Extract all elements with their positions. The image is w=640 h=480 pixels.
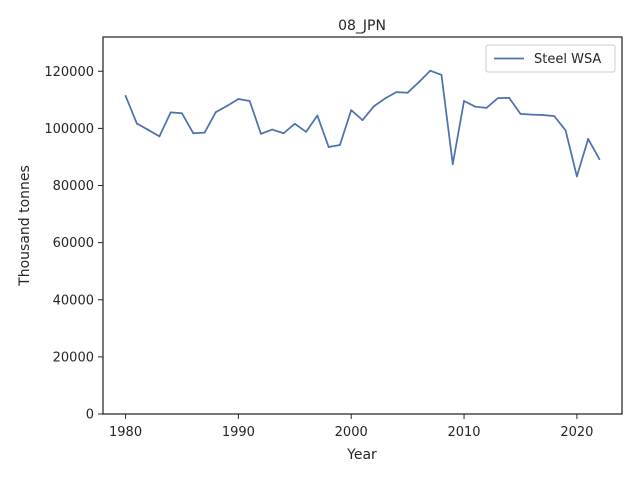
x-tick-label: 2020	[560, 425, 593, 440]
y-tick-label: 100000	[44, 122, 94, 137]
data-point	[372, 105, 375, 108]
chart-title: 08_JPN	[338, 18, 386, 34]
data-point	[158, 135, 161, 138]
data-point	[271, 128, 274, 131]
data-point	[316, 114, 319, 117]
data-point	[575, 175, 578, 178]
data-point	[451, 163, 454, 165]
data-point	[339, 144, 341, 146]
x-tick-label: 1990	[222, 425, 255, 440]
series-line-0	[124, 69, 601, 178]
data-point	[474, 105, 477, 108]
data-point	[293, 122, 296, 125]
data-point	[418, 81, 420, 84]
y-axis: 0 20000 40000 60000 80000 100000 120000	[44, 65, 103, 423]
data-point	[203, 131, 206, 134]
x-tick-label: 1980	[109, 425, 142, 440]
y-tick-label: 60000	[53, 236, 94, 251]
data-point	[395, 91, 398, 94]
legend-box	[485, 44, 616, 73]
y-tick-label: 20000	[53, 350, 94, 365]
legend: Steel WSA	[485, 44, 616, 73]
data-point	[463, 100, 465, 102]
data-point	[260, 132, 262, 135]
data-point	[248, 100, 251, 102]
y-tick-label: 120000	[44, 65, 94, 80]
y-axis-title: Thousand tonnes	[17, 165, 33, 287]
data-point	[384, 97, 386, 100]
data-point	[181, 112, 183, 115]
y-tick-label: 40000	[53, 293, 94, 308]
data-point	[587, 138, 590, 140]
data-point	[542, 114, 544, 116]
data-point	[406, 91, 409, 94]
plot-area	[102, 36, 623, 415]
data-point	[135, 122, 138, 125]
data-point	[496, 97, 499, 100]
x-axis: 1980 1990 2000 2010 2020	[109, 414, 593, 440]
data-point	[429, 69, 432, 72]
y-tick-label: 0	[86, 408, 94, 423]
x-tick-label: 2000	[335, 425, 368, 440]
data-point	[598, 158, 601, 161]
y-tick-label: 80000	[53, 179, 94, 194]
data-point	[361, 119, 364, 122]
data-point	[440, 74, 443, 76]
series-layer	[124, 69, 601, 178]
data-point	[519, 112, 522, 115]
data-point	[350, 109, 353, 112]
data-point	[192, 132, 195, 135]
legend-label: Steel WSA	[534, 52, 601, 67]
data-point	[147, 128, 150, 131]
data-point	[169, 111, 172, 114]
data-point	[530, 113, 533, 116]
x-tick-label: 2010	[447, 425, 480, 440]
data-point	[553, 115, 556, 118]
data-point	[282, 132, 285, 135]
data-point	[485, 106, 488, 109]
data-point	[237, 98, 240, 100]
data-point	[508, 96, 511, 99]
data-point	[226, 104, 229, 107]
data-point	[124, 94, 127, 97]
data-point	[564, 129, 567, 132]
data-point	[327, 146, 330, 148]
data-point	[214, 111, 217, 114]
x-axis-title: Year	[346, 447, 377, 463]
data-point	[305, 130, 307, 133]
